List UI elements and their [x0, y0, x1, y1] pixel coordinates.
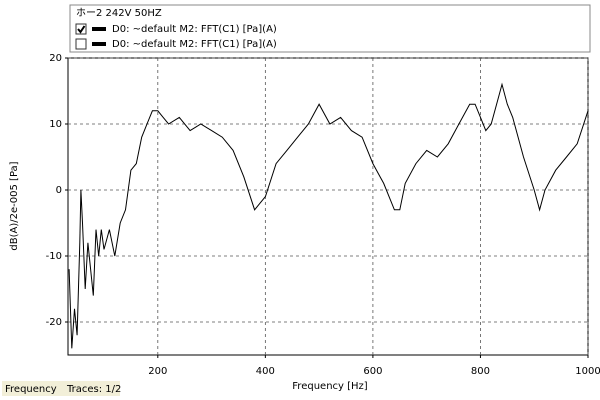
- y-tick-label: 20: [49, 53, 62, 64]
- y-tick-label: 10: [49, 119, 62, 130]
- legend-check: [77, 25, 86, 34]
- status-bar: [2, 381, 120, 396]
- legend-box: [69, 4, 591, 53]
- legend-checkbox: [75, 23, 87, 35]
- x-tick-label: 400: [256, 366, 275, 377]
- y-tick-label: -20: [46, 317, 62, 328]
- legend-label: D0: ~default M2: FFT(C1) [Pa](A): [112, 24, 277, 35]
- status-mode: Frequency: [5, 384, 57, 395]
- status-traces: Traces: 1/2: [66, 384, 121, 395]
- x-tick-label: 800: [471, 366, 490, 377]
- line-series: [68, 82, 589, 349]
- legend-title: ホー2 242V 50HZ: [76, 7, 162, 19]
- x-tick-label: 1000: [575, 366, 600, 377]
- x-axis-label: Frequency [Hz]: [292, 381, 368, 392]
- legend-label: D0: ~default M2: FFT(C1) [Pa](A): [112, 39, 277, 50]
- y-tick-label: 0: [56, 185, 62, 196]
- x-tick-label: 600: [363, 366, 382, 377]
- x-tick-label: 200: [148, 366, 167, 377]
- legend-checkbox: [75, 38, 87, 50]
- y-axis-label: dB(A)/2e-005 [Pa]: [9, 161, 20, 250]
- y-tick-label: -10: [46, 251, 62, 262]
